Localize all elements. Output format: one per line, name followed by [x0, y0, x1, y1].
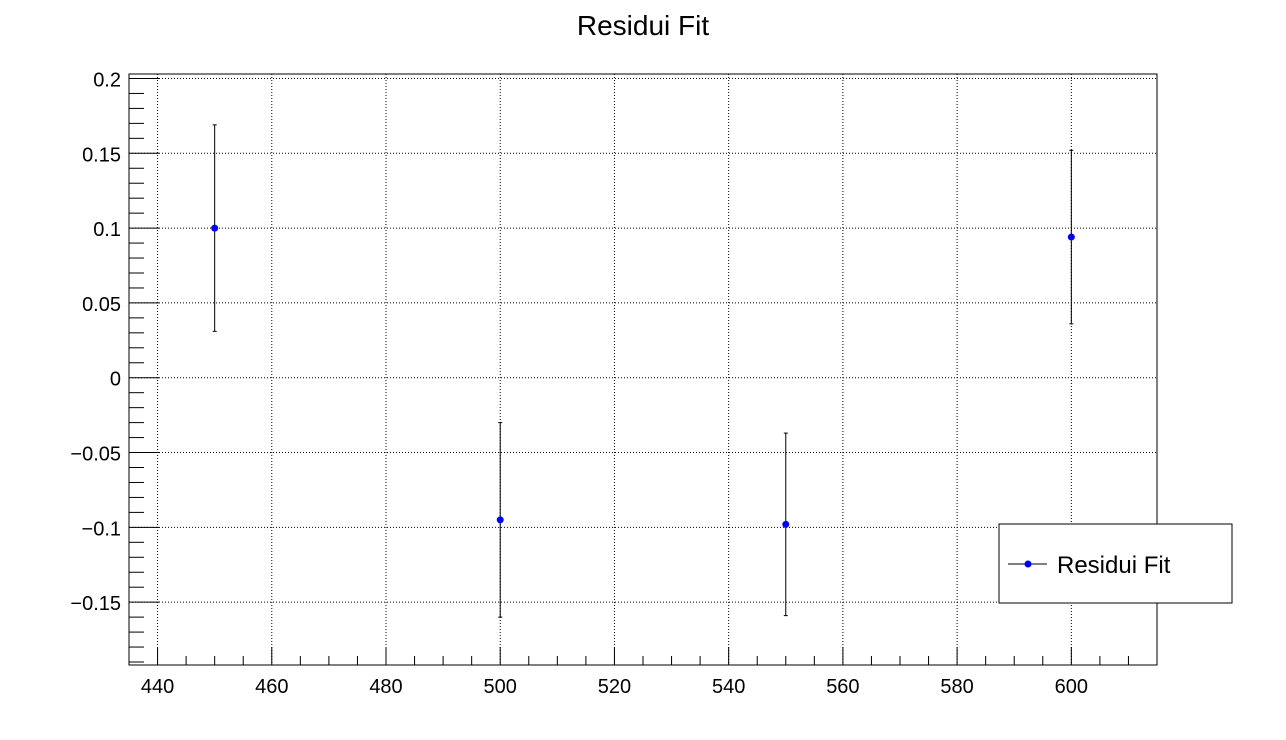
data-point: [1067, 149, 1075, 325]
x-tick-label: 580: [940, 676, 973, 698]
x-axis: 440 460 480 500 520 540 560 580 600: [128, 647, 1158, 698]
data-point: [782, 432, 790, 617]
chart-title: Residui Fit: [577, 10, 709, 41]
y-tick-label: 0.1: [93, 219, 121, 241]
x-tick-label: 560: [826, 676, 859, 698]
y-tick-label: 0: [110, 369, 121, 391]
legend-marker: [1024, 560, 1032, 568]
x-tick-label: 540: [712, 676, 745, 698]
y-axis: 0.2 0.15 0.1 0.05 0 −0.05 −0.1 −0.15: [70, 69, 159, 663]
y-tick-label: 0.15: [82, 144, 121, 166]
x-tick-label: 460: [255, 676, 288, 698]
point-marker: [782, 520, 790, 528]
data-series: [211, 124, 1075, 618]
x-tick-label: 520: [598, 676, 631, 698]
legend: Residui Fit: [998, 523, 1233, 604]
x-tick-label: 600: [1055, 676, 1088, 698]
data-point: [496, 422, 504, 618]
y-tick-label: −0.1: [82, 518, 121, 540]
y-tick-label: −0.15: [70, 593, 121, 615]
legend-entry-label: Residui Fit: [1057, 552, 1171, 579]
data-point: [211, 124, 219, 332]
point-marker: [211, 224, 219, 232]
y-tick-label: −0.05: [70, 444, 121, 466]
x-tick-label: 480: [369, 676, 402, 698]
point-marker: [1067, 233, 1075, 241]
x-tick-label: 500: [484, 676, 517, 698]
y-tick-label: 0.05: [82, 294, 121, 316]
x-tick-label: 440: [141, 676, 174, 698]
y-tick-label: 0.2: [93, 69, 121, 91]
point-marker: [496, 516, 504, 524]
